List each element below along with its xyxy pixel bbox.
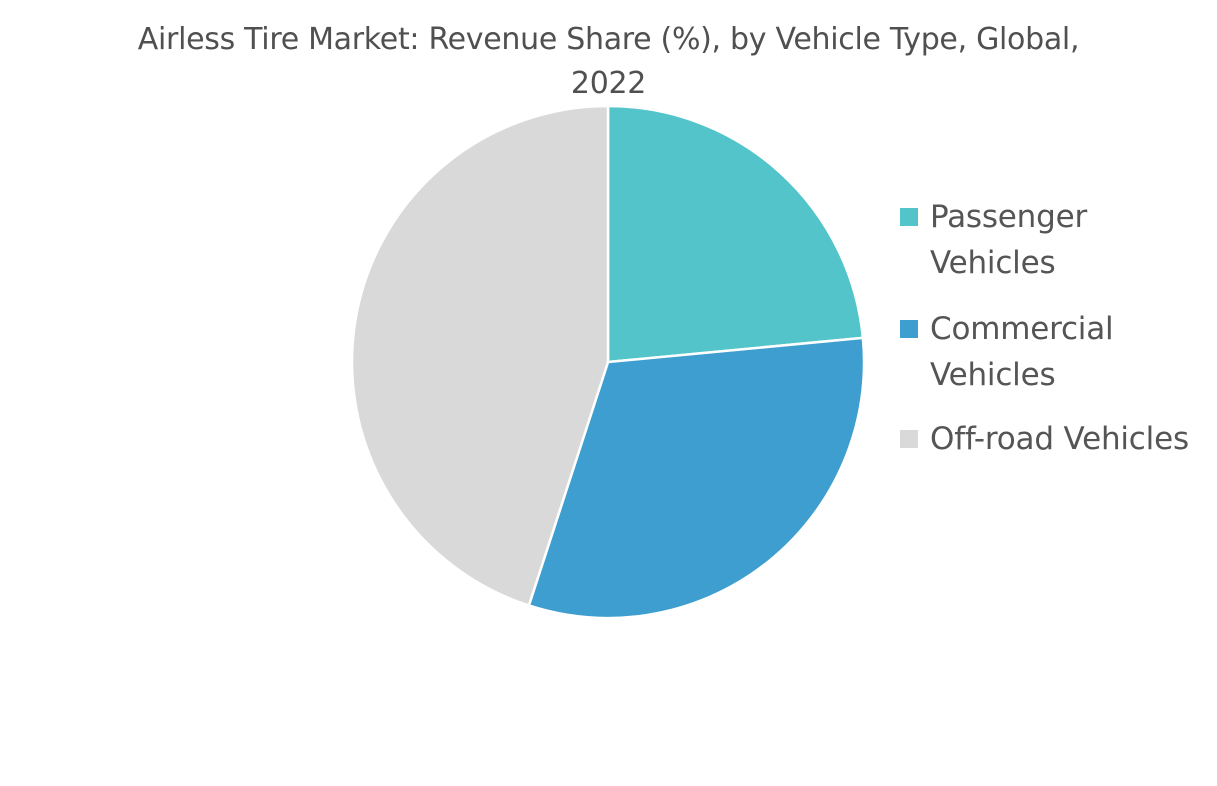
legend-swatch-commercial-vehicles	[900, 320, 918, 338]
legend-swatch-off-road-vehicles	[900, 430, 918, 448]
legend-item-commercial-vehicles: Commercial Vehicles	[900, 306, 1210, 398]
pie-slices	[350, 104, 866, 620]
legend-label-commercial-vehicles-line-1: Commercial	[930, 311, 1114, 347]
chart-title-line-1: Airless Tire Market: Revenue Share (%), …	[137, 22, 1080, 57]
legend-swatch-passenger-vehicles	[900, 208, 918, 226]
pie-slice-passenger-vehicles	[606, 104, 865, 364]
pie-slice-commercial-vehicles	[527, 336, 866, 620]
legend-label-passenger-vehicles-line-1: Passenger	[930, 199, 1088, 235]
legend: Passenger Vehicles Commercial Vehicles O…	[900, 194, 1210, 482]
legend-label-passenger-vehicles-line-2: Vehicles	[930, 245, 1056, 281]
chart-title-line-2: 2022	[570, 66, 647, 101]
pie-slice-off-road-vehicles	[350, 104, 610, 607]
legend-item-passenger-vehicles: Passenger Vehicles	[900, 194, 1210, 286]
chart-title: Airless Tire Market: Revenue Share (%), …	[0, 18, 1217, 106]
legend-label-off-road-vehicles: Off-road Vehicles	[930, 421, 1189, 457]
legend-item-off-road-vehicles: Off-road Vehicles	[900, 416, 1210, 462]
legend-label-commercial-vehicles-line-2: Vehicles	[930, 357, 1056, 393]
